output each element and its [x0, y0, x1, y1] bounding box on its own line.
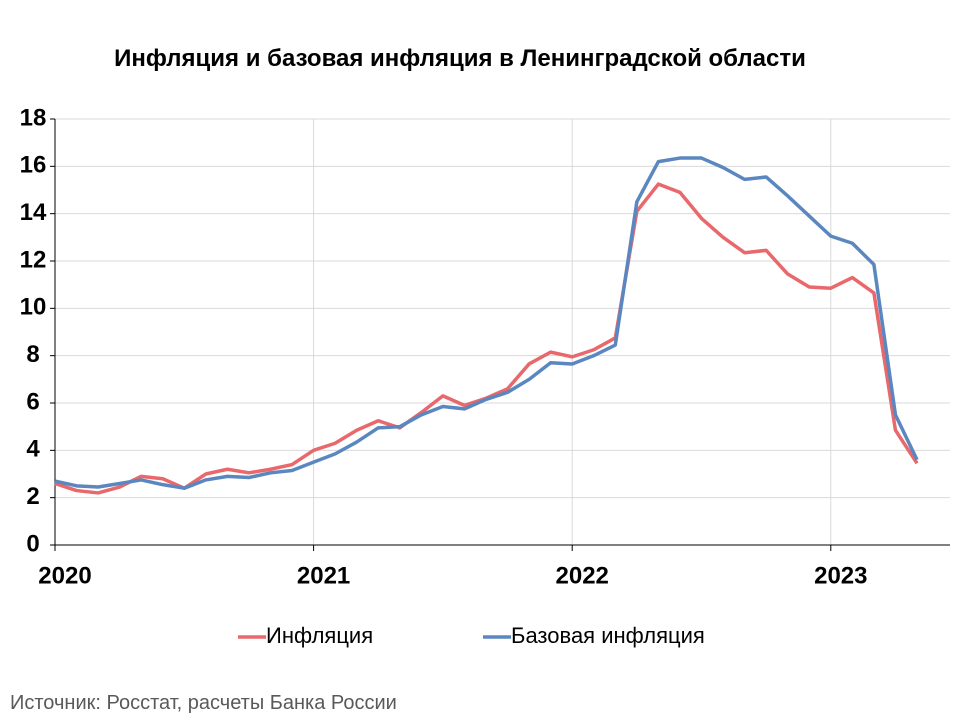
chart-title: Инфляция и базовая инфляция в Ленинградс…: [114, 45, 806, 72]
y-tick-label: 16: [20, 152, 47, 179]
y-tick-label: 10: [20, 294, 47, 321]
x-tick-label: 2021: [297, 562, 350, 589]
y-tick-label: 14: [20, 199, 47, 226]
legend-label: Инфляция: [266, 623, 373, 648]
source: Источник: Росстат, расчеты Банка России: [10, 692, 397, 714]
x-tick-label: 2023: [814, 562, 867, 589]
y-tick-label: 8: [26, 341, 39, 368]
x-tick-label: 2020: [38, 562, 91, 589]
y-tick-label: 0: [26, 530, 39, 557]
y-tick-label: 6: [26, 388, 39, 415]
y-tick-label: 2: [26, 483, 39, 510]
line-series: [54, 182, 919, 495]
line-series: [54, 156, 919, 490]
y-tick-label: 18: [20, 104, 47, 131]
x-tick-label: 2022: [556, 562, 609, 589]
y-tick-label: 12: [20, 246, 47, 273]
y-tick-label: 4: [26, 436, 40, 463]
legend-label: Базовая инфляция: [511, 623, 705, 648]
